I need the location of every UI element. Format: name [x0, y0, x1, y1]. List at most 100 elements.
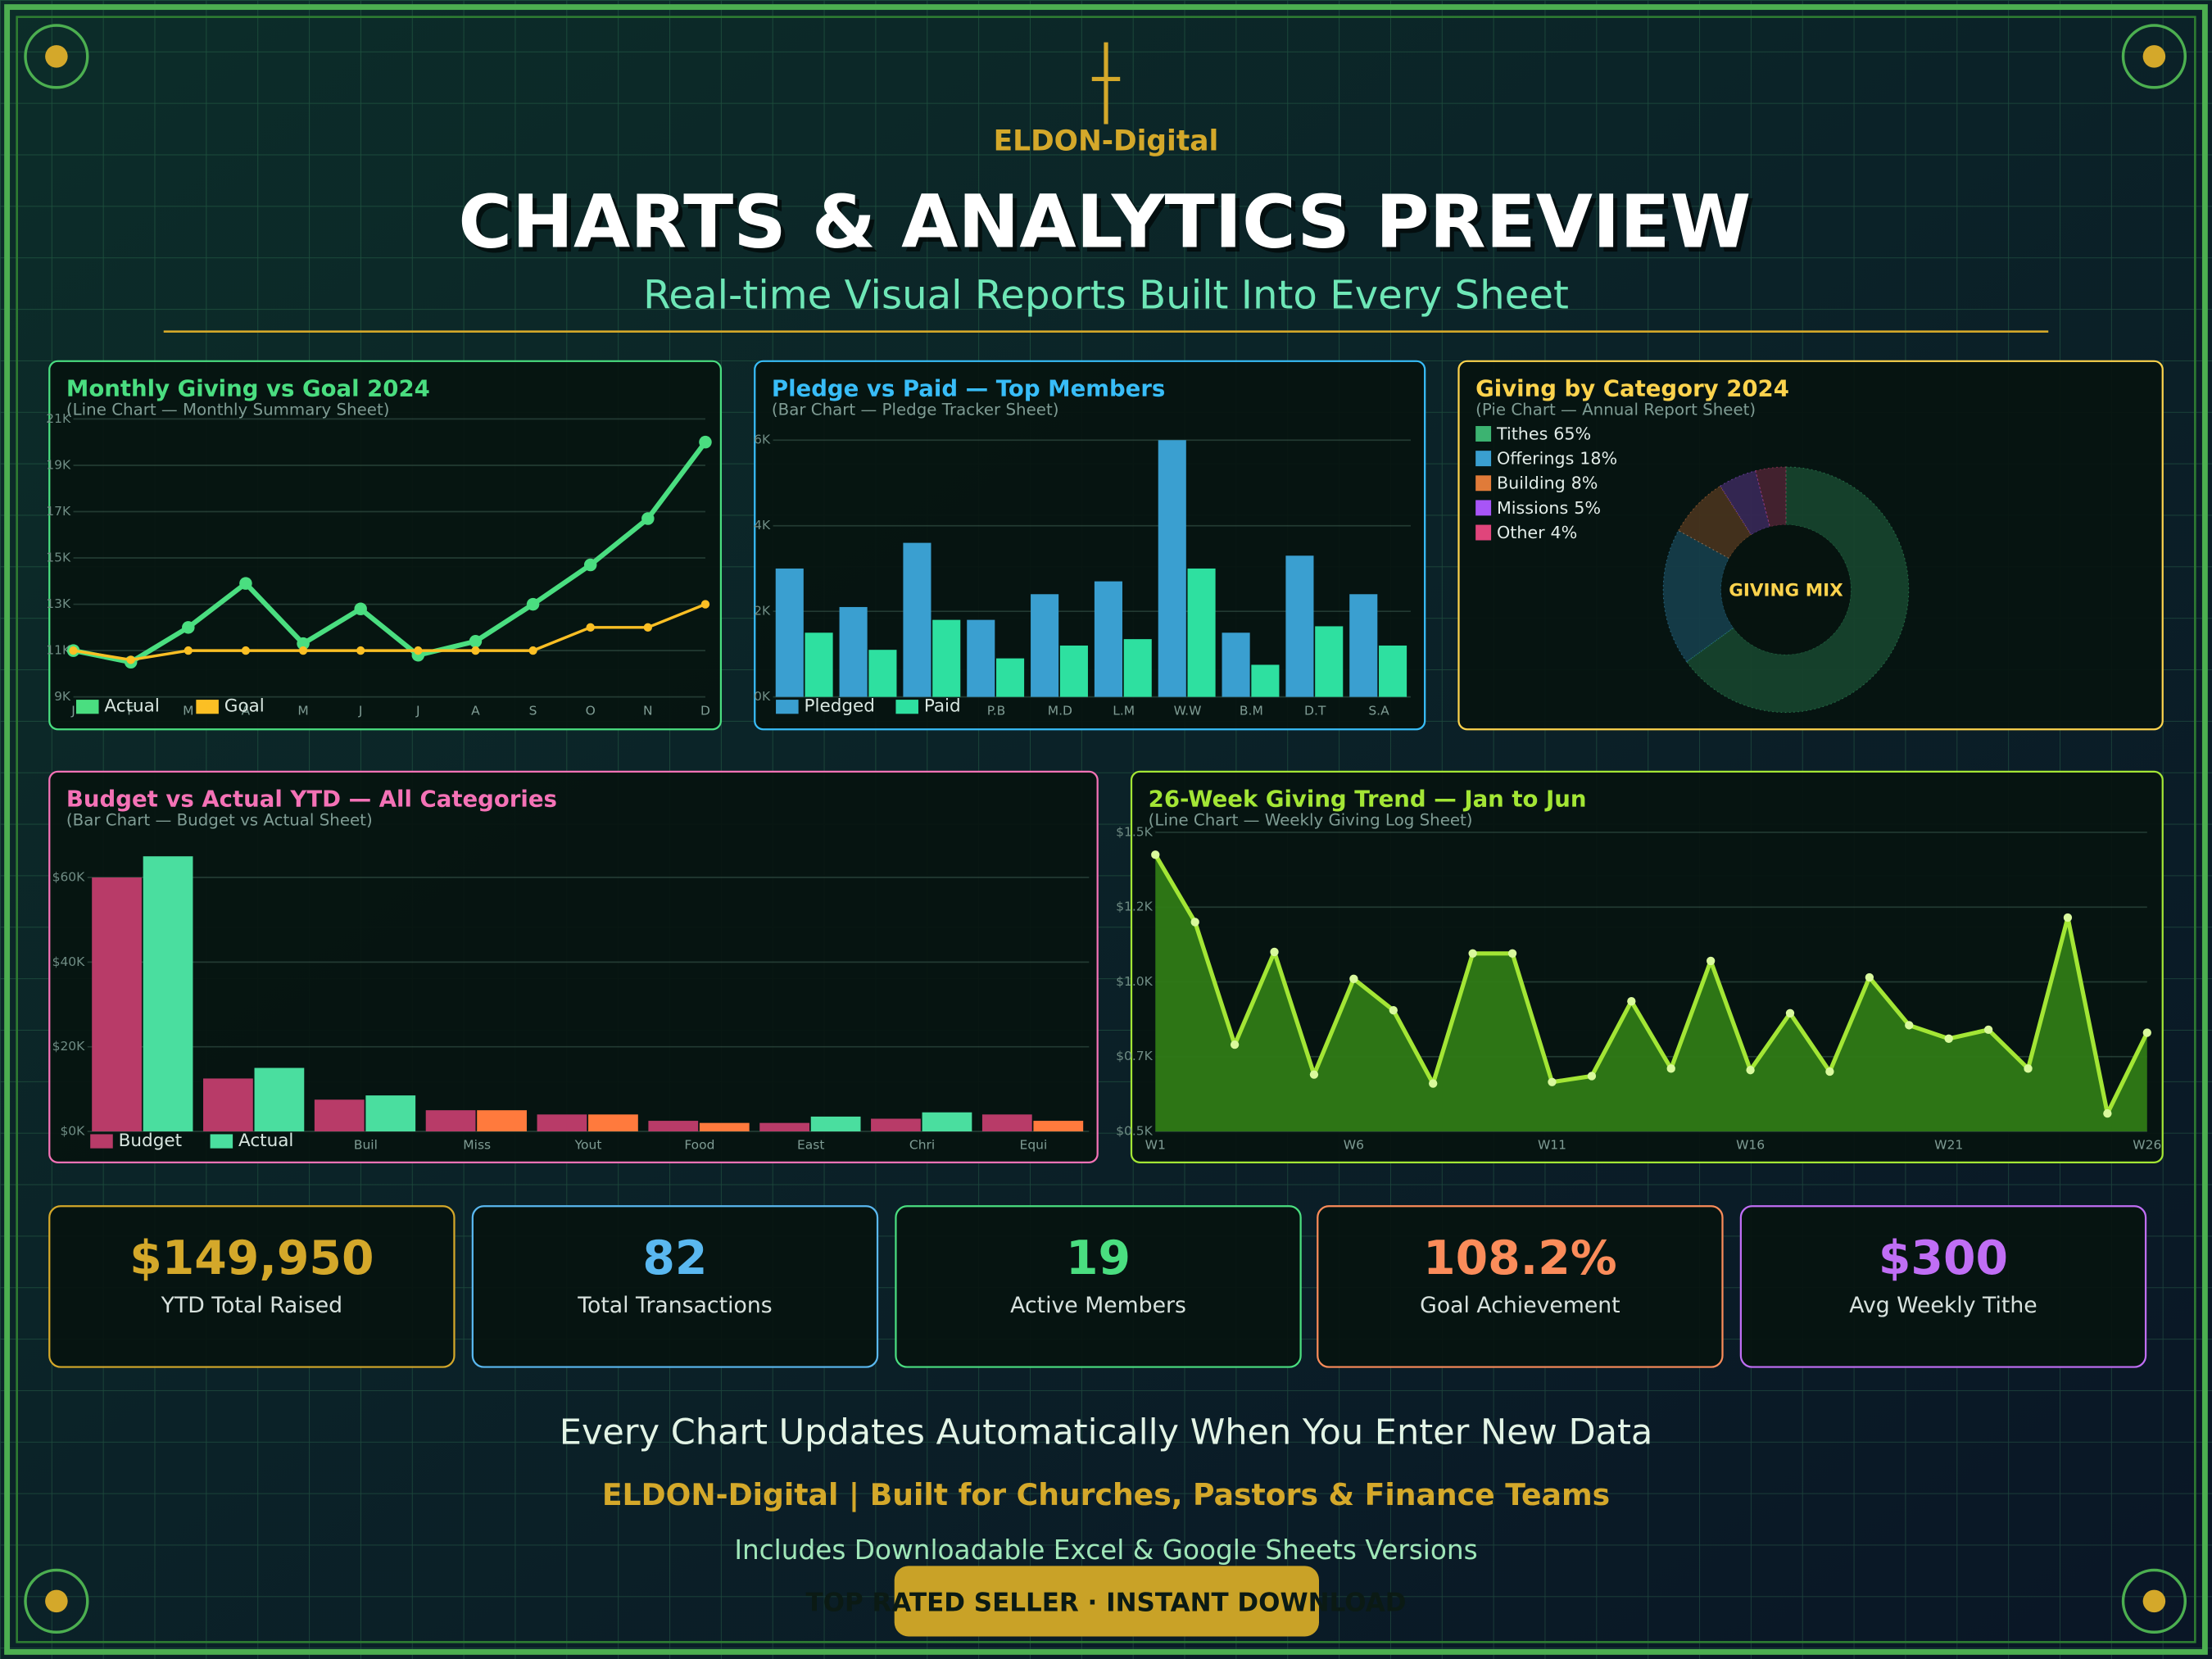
y-tick-label: 19K: [46, 457, 71, 472]
kpi-card: [895, 1205, 1302, 1368]
data-point: [1349, 974, 1358, 983]
x-tick-label: P.B: [987, 703, 1005, 718]
footer-line: Every Chart Updates Automatically When Y…: [560, 1412, 1653, 1453]
legend-label: Goal: [224, 696, 265, 717]
data-point: [700, 600, 710, 609]
pie-slice: [1662, 529, 1734, 663]
data-point: [1230, 1040, 1240, 1049]
data-point: [1429, 1079, 1438, 1088]
data-point: [182, 621, 195, 634]
legend-label: Pledged: [805, 696, 875, 717]
pie-slice: [1755, 466, 1787, 528]
x-tick-label: D.T: [1304, 703, 1326, 718]
title-shadow: CHARTS & ANALYTICS PREVIEW: [462, 184, 1755, 270]
bar: [775, 568, 804, 697]
data-point: [241, 646, 251, 655]
panel-subtitle: (Line Chart — Weekly Giving Log Sheet): [1149, 811, 1473, 830]
data-point: [1548, 1077, 1557, 1086]
kpi-label: Total Transactions: [577, 1293, 772, 1318]
legend-label: Paid: [924, 696, 961, 717]
x-tick-label: M: [183, 703, 193, 718]
data-point: [1983, 1025, 1993, 1035]
kpi-value: $149,950: [129, 1231, 374, 1285]
corner-dot: [2142, 1589, 2166, 1613]
x-tick-label: J: [70, 703, 75, 718]
kpi-label: Goal Achievement: [1420, 1293, 1620, 1318]
data-point: [126, 655, 135, 664]
y-tick-label: 0K: [754, 689, 771, 704]
footer-brand-line: ELDON-Digital | Built for Churches, Past…: [602, 1477, 1610, 1512]
x-tick-label: M: [297, 703, 308, 718]
bar: [425, 1110, 476, 1131]
legend-label: Missions 5%: [1497, 498, 1601, 518]
legend-label: Building 8%: [1497, 474, 1598, 493]
legend-swatch: [1475, 500, 1492, 516]
y-tick-label: 2K: [754, 604, 771, 619]
donut-hole: [1720, 524, 1852, 655]
y-tick-label: 17K: [46, 504, 71, 519]
kpi-label: YTD Total Raised: [161, 1293, 342, 1318]
bar: [967, 619, 995, 697]
legend-value: 5%: [1574, 498, 1601, 518]
series-line: [1154, 854, 2150, 1116]
legend-swatch: [1475, 451, 1492, 467]
x-tick-label: L.M: [1113, 703, 1135, 718]
legend-name: Other: [1497, 523, 1545, 542]
x-tick-label: Buil: [354, 1138, 378, 1153]
area-fill: [1155, 854, 2147, 1131]
kpi-value: 19: [1066, 1231, 1131, 1285]
bar: [203, 1078, 253, 1131]
x-tick-label: Food: [684, 1138, 714, 1153]
bar: [254, 1067, 305, 1131]
y-tick-label: $1.2K: [1116, 900, 1153, 914]
data-point: [414, 646, 423, 655]
data-point: [1825, 1067, 1834, 1077]
x-tick-label: W6: [1344, 1138, 1364, 1153]
corner-ring: [24, 24, 89, 89]
legend-swatch: [895, 700, 918, 714]
title: CHARTS & ANALYTICS PREVIEW: [458, 180, 1751, 265]
bar: [1094, 581, 1122, 697]
bar: [996, 658, 1025, 697]
x-tick-label: S.A: [1368, 703, 1389, 718]
data-point: [699, 435, 712, 449]
bar: [922, 1112, 972, 1131]
data-point: [239, 577, 252, 590]
legend-name: Offerings: [1497, 448, 1574, 468]
bar: [1285, 555, 1314, 697]
x-tick-label: W1: [1145, 1138, 1166, 1153]
corner-ring: [2121, 24, 2187, 89]
y-tick-label: 6K: [754, 433, 771, 447]
bar: [1059, 645, 1088, 697]
badge: [894, 1566, 1320, 1637]
panel: [48, 770, 1099, 1163]
panel-title: Budget vs Actual YTD — All Categories: [66, 786, 557, 812]
x-tick-label: D: [700, 703, 710, 718]
legend-swatch: [1475, 426, 1492, 442]
legend-swatch: [1475, 475, 1492, 492]
bar: [92, 877, 142, 1131]
legend-label: Budget: [119, 1131, 182, 1151]
y-tick-label: $0K: [60, 1123, 85, 1138]
x-tick-label: Miss: [463, 1138, 491, 1153]
y-tick-label: 15K: [46, 551, 71, 565]
x-tick-label: S: [529, 703, 537, 718]
legend-swatch: [1475, 524, 1492, 541]
y-tick-label: 13K: [46, 596, 71, 611]
data-point: [356, 646, 365, 655]
legend-swatch: [776, 700, 799, 714]
panel-subtitle: (Pie Chart — Annual Report Sheet): [1475, 401, 1756, 419]
bar: [1187, 568, 1216, 697]
data-point: [184, 646, 193, 655]
bar: [839, 606, 868, 697]
data-point: [297, 637, 310, 650]
data-point: [1270, 947, 1279, 957]
y-tick-label: 4K: [754, 518, 771, 533]
bar: [1031, 594, 1059, 697]
data-point: [1785, 1009, 1795, 1018]
legend-label: Other 4%: [1497, 523, 1577, 542]
kpi-label: Avg Weekly Tithe: [1849, 1293, 2037, 1318]
x-tick-label: B.M: [1240, 703, 1263, 718]
series-line: [73, 602, 706, 662]
